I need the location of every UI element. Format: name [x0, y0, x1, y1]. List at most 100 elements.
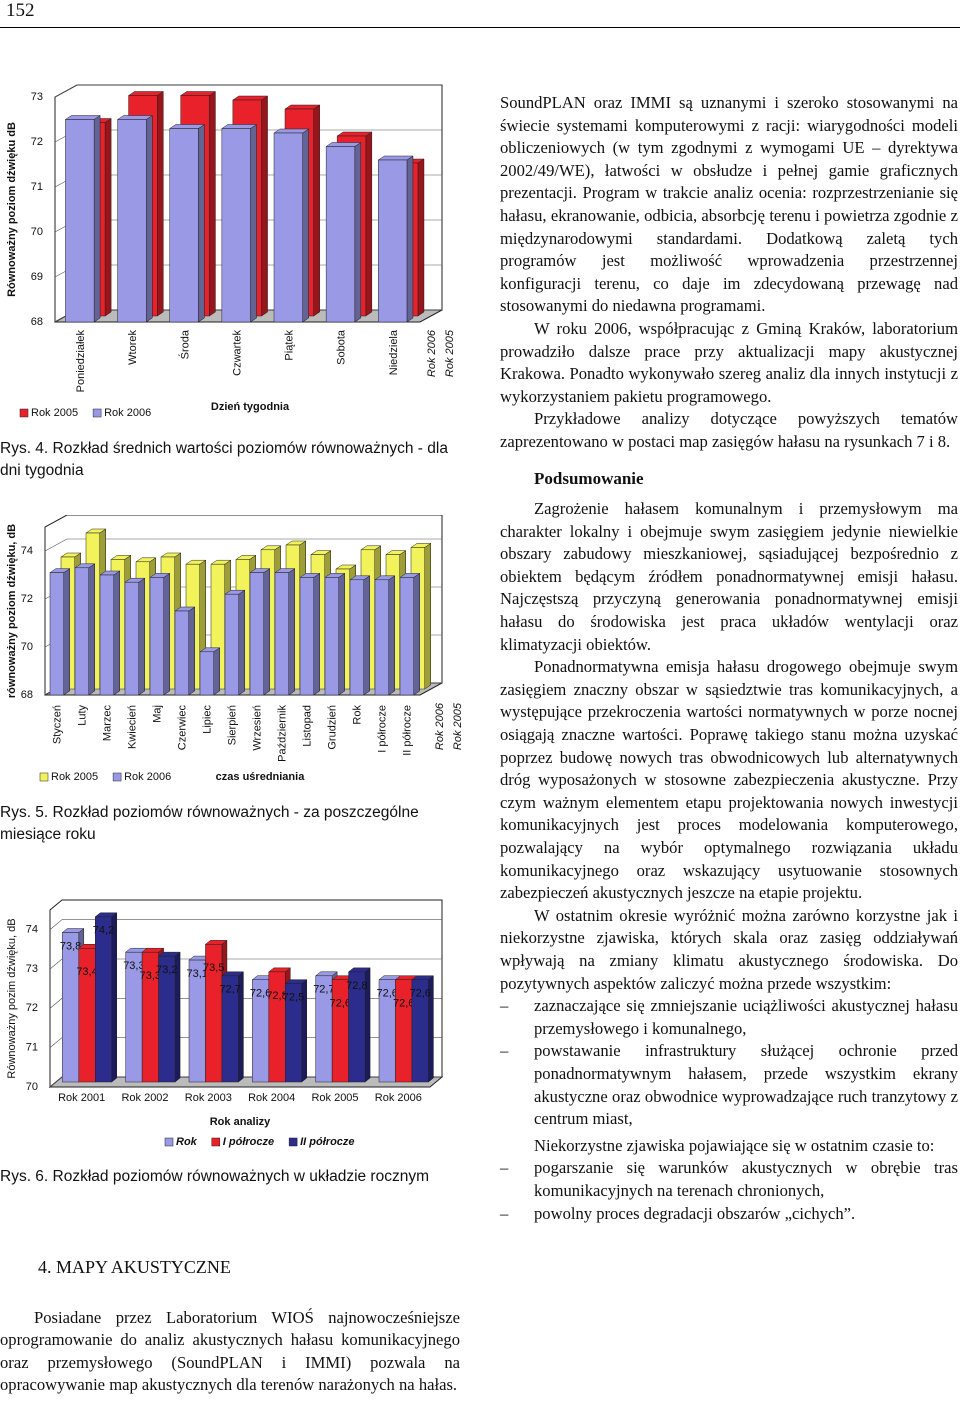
value-label: 72,6	[377, 988, 398, 1000]
x-tick-label: II półrocze	[401, 705, 413, 756]
value-label: 73,5	[203, 962, 224, 974]
value-label: 72,6	[330, 998, 351, 1010]
bar-top	[232, 95, 269, 101]
value-label: 72,7	[313, 984, 334, 996]
section-heading: Podsumowanie	[534, 468, 644, 488]
bar	[117, 119, 147, 323]
bar	[62, 932, 80, 1083]
bar	[399, 577, 414, 696]
legend-label: I półrocze	[223, 1136, 274, 1148]
x-tick-label: Rok 2004	[248, 1092, 295, 1104]
legend-label: Rok 2006	[124, 771, 171, 783]
value-label: 72,6	[409, 988, 430, 1000]
bar-side-shade	[213, 647, 220, 695]
x-tick-label: Marzec	[101, 705, 113, 742]
value-label: 72,6	[250, 988, 271, 1000]
bar-side-shade	[406, 156, 413, 322]
legend-label: Rok 2006	[104, 407, 151, 419]
bar-top	[273, 128, 310, 134]
caption: Rys. 6. Rozkład poziomów równoważnych w …	[0, 1168, 429, 1185]
bar-side-shade	[302, 129, 309, 322]
bar	[74, 567, 89, 696]
bar-side-shade	[113, 571, 120, 695]
value-label: 72,5	[283, 992, 304, 1004]
bar	[169, 128, 199, 323]
bar	[249, 572, 264, 696]
bar-side-shade	[417, 159, 424, 316]
x-tick-label: Rok 2003	[185, 1092, 232, 1104]
bar	[174, 610, 189, 696]
y-axis-label: Równoważny pozim dźwięku, dB	[6, 918, 18, 1078]
grid-line	[49, 998, 442, 1009]
grid-line	[49, 1037, 442, 1048]
bar-side-shade	[313, 105, 320, 316]
bar-top	[336, 131, 373, 137]
x-tick-label: Lipiec	[201, 705, 213, 734]
x-tick-label: Rok 2006	[375, 1092, 422, 1104]
y-tick-label: 70	[21, 641, 33, 653]
bar-side-shade	[105, 118, 112, 316]
bar	[411, 979, 429, 1083]
bar-side-shade	[146, 115, 153, 322]
legend-label: Rok 2005	[31, 407, 78, 419]
y-tick-label: 71	[26, 1042, 38, 1054]
y-tick-label: 74	[26, 924, 38, 936]
bar	[378, 159, 408, 323]
x-tick-label: Sierpień	[226, 705, 238, 745]
paragraph: Niekorzystne zjawiska pojawiające się w …	[534, 1135, 935, 1155]
x-tick-label: Maj	[151, 705, 163, 723]
bar	[299, 577, 314, 696]
bar-side-shade	[111, 912, 117, 1082]
depth-label: Rok 2005	[452, 702, 464, 750]
bar-side-shade	[250, 124, 257, 322]
y-tick-label: 72	[31, 136, 43, 148]
bar-top	[168, 124, 206, 129]
legend-label: II półrocze	[300, 1136, 354, 1148]
legend-swatch	[288, 1137, 298, 1147]
bar	[221, 128, 251, 323]
bar	[268, 971, 286, 1083]
bar	[348, 971, 366, 1083]
bar-top	[284, 104, 321, 110]
legend-swatch	[39, 772, 49, 782]
bar	[99, 574, 114, 696]
value-label: 72,8	[346, 980, 367, 992]
bar-side-shade	[428, 975, 434, 1082]
x-tick-label: Rok	[351, 705, 363, 725]
chart-year: Równoważny pozim dźwięku, dB 70 71 72 73 74 73…	[6, 899, 444, 1148]
y-tick-label: 72	[21, 593, 33, 605]
bar-top	[325, 142, 362, 147]
y-tick-label: 69	[31, 271, 43, 283]
y-tick-label: 74	[21, 545, 33, 557]
bar-side-shade	[238, 590, 245, 695]
bar	[149, 577, 164, 696]
paragraph: Przykładowe analizy dotyczące powyższych…	[500, 409, 958, 451]
grid-line	[44, 538, 442, 552]
bar	[331, 979, 349, 1083]
bar-top	[221, 124, 258, 129]
bar-side-shade	[198, 124, 205, 322]
bar-side-shade	[354, 142, 361, 322]
y-tick-label: 71	[31, 181, 43, 193]
x-tick-label: Rok 2002	[121, 1092, 168, 1104]
value-label: 72,6	[393, 998, 414, 1010]
value-label: 73,3	[123, 960, 144, 972]
list-item: zaznaczające się zmniejszanie uciążliwoś…	[500, 995, 958, 1040]
header-rule	[0, 27, 960, 28]
grid-line	[49, 1076, 442, 1088]
bar-side-shade	[288, 568, 295, 695]
bar-side-shade	[175, 952, 181, 1082]
bar-side-shade	[209, 91, 216, 316]
bar	[124, 581, 139, 696]
x-tick-label: Czerwiec	[176, 705, 188, 751]
bar-side-shade	[363, 575, 370, 695]
caption: Rys. 5. Rozkład poziomów równoważnych - …	[0, 804, 419, 843]
x-tick-label: Rok 2005	[311, 1092, 358, 1104]
x-tick-label: Czwartek	[231, 330, 243, 376]
bar-side-shade	[313, 573, 320, 695]
x-tick-label: Sobota	[336, 329, 348, 365]
value-label: 73,2	[156, 964, 177, 976]
x-tick-label: Piątek	[284, 330, 296, 361]
bar-side-shade	[301, 979, 307, 1082]
